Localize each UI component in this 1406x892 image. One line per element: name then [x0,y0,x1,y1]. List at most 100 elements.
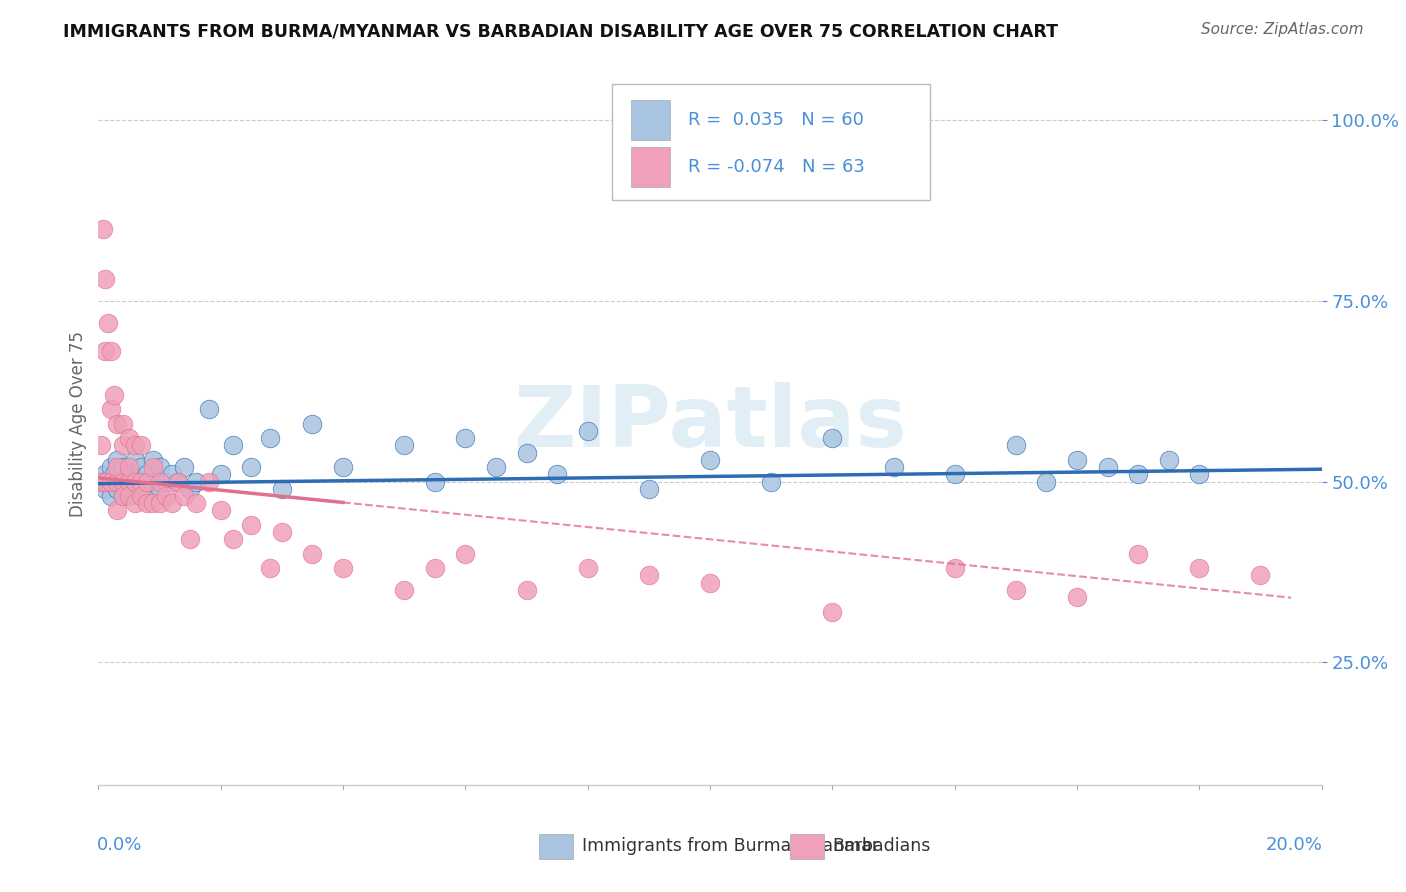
Point [516,445,538,459]
Point [209,467,232,482]
Point [160,467,183,482]
Point [149,475,172,489]
Point [197,402,219,417]
Point [1157,452,1180,467]
Point [118,431,141,445]
Point [485,460,508,475]
Point [943,561,966,575]
Point [167,475,190,489]
Text: R =  0.035   N = 60: R = 0.035 N = 60 [688,112,863,129]
Point [124,482,146,496]
Y-axis label: Disability Age Over 75: Disability Age Over 75 [69,331,87,516]
Point [179,482,201,496]
Point [105,417,128,431]
Point [90,438,112,452]
Point [392,438,416,452]
Point [516,582,538,597]
Point [155,475,177,489]
Point [1188,561,1211,575]
Point [759,475,782,489]
Point [142,496,165,510]
Point [142,460,165,475]
Point [209,503,232,517]
Point [1035,475,1057,489]
Point [173,460,195,475]
Point [699,452,721,467]
Point [105,475,128,489]
Point [111,438,134,452]
Point [637,482,661,496]
Point [124,496,146,510]
Point [222,533,245,547]
Point [1097,460,1119,475]
Point [118,475,141,489]
Point [821,431,844,445]
Point [129,489,152,503]
Point [423,561,446,575]
Point [186,475,208,489]
Point [1004,438,1026,452]
Point [103,388,125,402]
Point [93,272,115,286]
Point [105,475,128,489]
Point [100,344,122,359]
Point [160,496,183,510]
Text: 0.0%: 0.0% [97,836,142,854]
Point [105,482,128,496]
Point [89,475,111,489]
Point [259,431,281,445]
Point [136,482,159,496]
Point [142,452,165,467]
Text: 20.0%: 20.0% [1265,836,1323,854]
Point [1004,582,1026,597]
Point [332,460,354,475]
Point [118,467,141,482]
Point [124,438,146,452]
Point [105,460,128,475]
Text: R = -0.074   N = 63: R = -0.074 N = 63 [688,158,865,177]
Text: IMMIGRANTS FROM BURMA/MYANMAR VS BARBADIAN DISABILITY AGE OVER 75 CORRELATION CH: IMMIGRANTS FROM BURMA/MYANMAR VS BARBADI… [63,22,1059,40]
Point [392,582,416,597]
Point [129,475,152,489]
Point [270,482,292,496]
Point [129,438,152,452]
Point [97,475,120,489]
Point [100,475,122,489]
Point [179,533,201,547]
Point [1066,590,1088,604]
FancyBboxPatch shape [630,101,669,140]
FancyBboxPatch shape [612,84,931,200]
Point [129,475,152,489]
Point [111,417,134,431]
Point [136,475,159,489]
Point [821,605,844,619]
Point [118,489,141,503]
Point [270,524,292,539]
Point [1128,547,1150,561]
Point [1188,467,1211,482]
FancyBboxPatch shape [630,147,669,187]
Point [136,496,159,510]
Point [301,547,323,561]
Point [91,475,114,489]
Point [186,496,208,510]
Text: Source: ZipAtlas.com: Source: ZipAtlas.com [1201,22,1364,37]
FancyBboxPatch shape [790,834,824,859]
Point [142,475,165,489]
Point [90,475,112,489]
Point [1128,467,1150,482]
Point [423,475,446,489]
Point [149,496,172,510]
Text: Barbadians: Barbadians [832,838,931,855]
Point [124,475,146,489]
Point [155,489,177,503]
Point [259,561,281,575]
Point [1249,568,1271,582]
Point [93,482,115,496]
Point [576,561,599,575]
Point [883,460,905,475]
Point [111,475,134,489]
Point [91,221,114,235]
Point [149,460,172,475]
Point [93,467,115,482]
